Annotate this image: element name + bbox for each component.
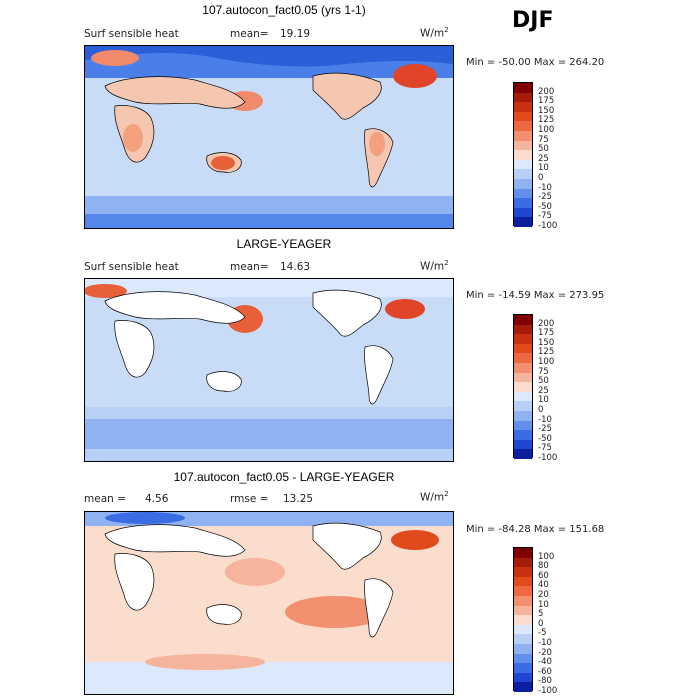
colorbar-label: 125 (538, 115, 555, 126)
colorbar-label: 50 (538, 376, 549, 387)
panel-3-map (84, 511, 454, 695)
season-label: DJF (512, 8, 554, 33)
colorbar-label: -100 (538, 453, 558, 463)
colorbar-label: -60 (538, 666, 552, 677)
panel-3-min-max: Min = -84.28 Max = 151.68 (466, 524, 605, 535)
panel-2-colorbar (513, 314, 533, 459)
colorbar-label: 5 (538, 609, 544, 620)
colorbar-label: 75 (538, 134, 549, 145)
colorbar-label: 100 (538, 357, 555, 367)
colorbar-label: -75 (538, 211, 552, 222)
colorbar-label: 20 (538, 590, 549, 600)
colorbar-label: -10 (538, 638, 552, 648)
colorbar-label: -5 (538, 628, 547, 639)
colorbar-label: 10 (538, 599, 549, 610)
panel-1-mean-value: 19.19 (280, 28, 311, 40)
colorbar-label: 75 (538, 366, 549, 377)
colorbar-label: -40 (538, 657, 552, 668)
colorbar-label: -50 (538, 433, 552, 444)
colorbar-label: -100 (538, 686, 558, 696)
panel-2-map (84, 278, 454, 462)
panel-3-units: W/m2 (420, 490, 449, 504)
colorbar-label: -100 (538, 221, 558, 231)
panel-2-mean-label: mean= (230, 261, 269, 273)
panel-1-mean-label: mean= (230, 28, 269, 40)
colorbar-label: 175 (538, 328, 555, 339)
colorbar-label: -25 (538, 192, 552, 203)
panel-1-units: W/m2 (420, 26, 449, 40)
colorbar-label: 100 (538, 551, 555, 562)
panel-1-colorbar-labels: 200 175 150 125 100 75 50 25 10 0 -10 -2… (538, 82, 578, 231)
colorbar-label: 80 (538, 561, 549, 572)
panel-2-mean-value: 14.63 (280, 261, 311, 273)
panel-3-title: 107.autocon_fact0.05 - LARGE-YEAGER (173, 470, 395, 484)
colorbar-label: -75 (538, 443, 552, 454)
panel-3-rmse-value: 13.25 (283, 493, 314, 505)
panel-1-min-max: Min = -50.00 Max = 264.20 (466, 57, 605, 68)
colorbar-label: 60 (538, 570, 549, 581)
colorbar-label: 25 (538, 153, 549, 164)
colorbar-label: -20 (538, 647, 552, 658)
colorbar-label: 25 (538, 385, 549, 396)
colorbar-label: 175 (538, 96, 555, 107)
panel-3-mean-label: mean = (84, 493, 126, 505)
colorbar-label: 10 (538, 163, 549, 174)
colorbar-label: 0 (538, 405, 544, 415)
colorbar-label: 10 (538, 395, 549, 406)
colorbar-label: -10 (538, 414, 552, 425)
colorbar-label: -50 (538, 201, 552, 212)
panel-3-mean-value: 4.56 (145, 493, 169, 505)
colorbar-label: 125 (538, 347, 555, 358)
colorbar-label: 200 (538, 86, 555, 97)
colorbar-label: 200 (538, 318, 555, 329)
panel-1-map (84, 45, 454, 229)
panel-2-colorbar-labels: 200 175 150 125 100 75 50 25 10 0 -10 -2… (538, 314, 578, 463)
panel-2-variable-label: Surf sensible heat (84, 261, 179, 273)
colorbar-label: -25 (538, 424, 552, 435)
panel-1-variable-label: Surf sensible heat (84, 28, 179, 40)
colorbar-label: 40 (538, 580, 549, 591)
panel-2-units: W/m2 (420, 259, 449, 273)
panel-3-colorbar (513, 547, 533, 692)
colorbar-label: 50 (538, 144, 549, 155)
panel-2-min-max: Min = -14.59 Max = 273.95 (466, 290, 605, 301)
colorbar-label: 0 (538, 618, 544, 629)
panel-2-title: LARGE-YEAGER (236, 237, 332, 251)
colorbar-label: 150 (538, 105, 555, 116)
colorbar-label: -10 (538, 182, 552, 193)
panel-1-title: 107.autocon_fact0.05 (yrs 1-1) (202, 3, 366, 17)
panel-1-colorbar (513, 82, 533, 227)
colorbar-label: 150 (538, 337, 555, 348)
panel-3-colorbar-labels: 100 80 60 40 20 10 5 0 -5 -10 -20 -40 -6… (538, 547, 578, 696)
colorbar-label: 100 (538, 125, 555, 135)
colorbar-label: 0 (538, 173, 544, 183)
colorbar-label: -80 (538, 676, 552, 687)
panel-3-rmse-label: rmse = (230, 493, 269, 505)
